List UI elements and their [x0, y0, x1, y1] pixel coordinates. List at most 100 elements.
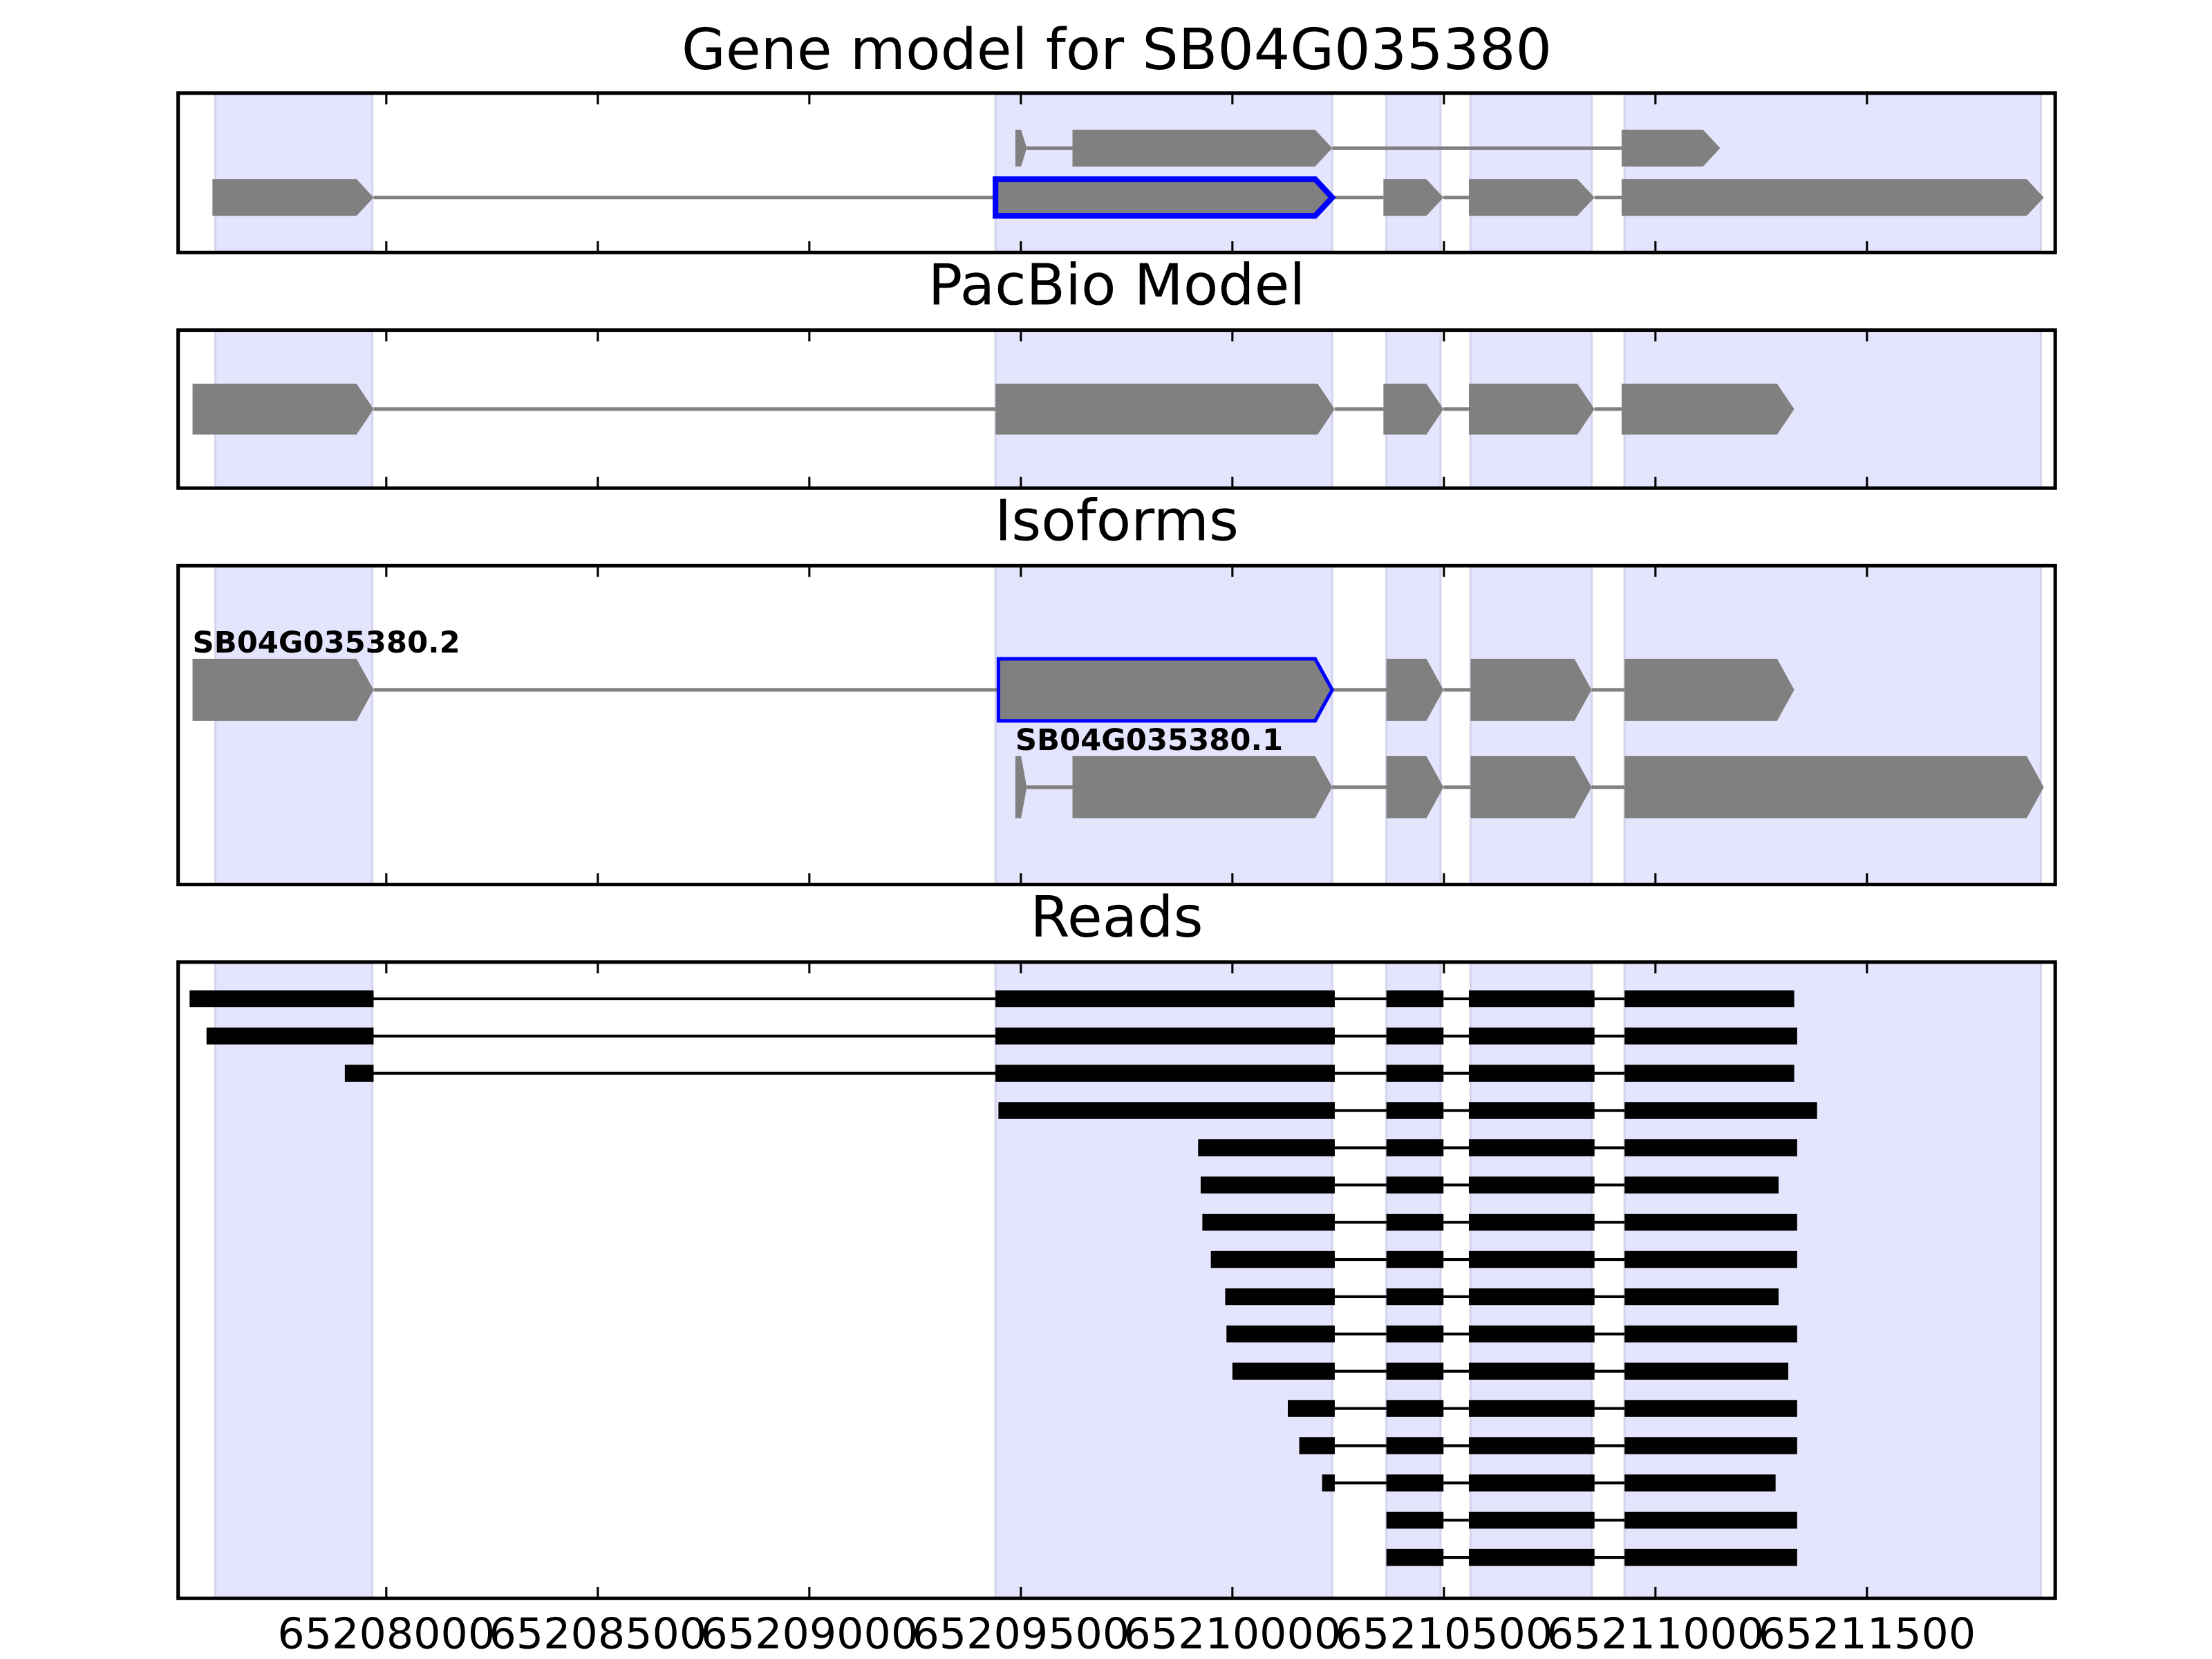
read-block [1468, 1548, 1595, 1566]
read-block [1468, 1474, 1595, 1492]
read-block [1386, 1400, 1444, 1417]
read-block [1386, 1511, 1444, 1529]
read-block [1226, 1325, 1335, 1343]
read-block [1624, 1511, 1797, 1529]
read-block [1198, 1139, 1335, 1156]
x-tick-label: 65210500 [1335, 1609, 1553, 1659]
read-block [1624, 1474, 1776, 1492]
shaded-region [1385, 92, 1442, 254]
panel-title: Isoforms [995, 489, 1239, 554]
shaded-region [1623, 92, 2042, 254]
isoform-label: SB04G035380.1 [1015, 723, 1283, 758]
read-block [1624, 1250, 1797, 1268]
read-block [1468, 1102, 1595, 1119]
x-tick-label: 65209500 [912, 1609, 1130, 1659]
shaded-region [994, 961, 1333, 1600]
panel-frame [176, 563, 2057, 887]
read-block [1386, 1250, 1444, 1268]
read-block [998, 1102, 1335, 1119]
exon [1383, 179, 1444, 216]
read-block [1468, 1250, 1595, 1268]
x-tick-label: 65211500 [1758, 1609, 1976, 1659]
read-block [1624, 1102, 1817, 1119]
exon [1624, 659, 1794, 721]
read-block [1468, 1139, 1595, 1156]
read-block [1386, 1362, 1444, 1380]
exon [1470, 756, 1592, 818]
read-block [1468, 1213, 1595, 1231]
shaded-region [1623, 961, 2042, 1600]
read-block [1386, 1548, 1444, 1566]
read-block [1386, 1102, 1444, 1119]
read-block [995, 1065, 1335, 1082]
exon [1468, 179, 1595, 216]
panel-frame [176, 91, 2057, 254]
panel-frame [176, 960, 2057, 1600]
read-block [1468, 1177, 1595, 1194]
shaded-region [1469, 961, 1593, 1600]
read-block [1468, 1065, 1595, 1082]
panel-title: Gene model for SB04G035380 [682, 17, 1552, 83]
shaded-region [214, 961, 374, 1600]
read-block [1468, 1511, 1595, 1529]
read-block [1386, 1065, 1444, 1082]
shaded-region [214, 92, 374, 254]
shaded-region [994, 92, 1333, 254]
shaded-region [994, 564, 1333, 886]
read-block [1299, 1437, 1335, 1454]
read-block [1468, 1027, 1595, 1045]
exon [212, 179, 374, 216]
exon [192, 384, 374, 435]
read-block [1624, 1437, 1797, 1454]
read-block [1386, 1139, 1444, 1156]
read-block [1468, 1400, 1595, 1417]
exon [1470, 659, 1592, 721]
read-block [1232, 1362, 1335, 1380]
read-block [1624, 1325, 1797, 1343]
read-block [1202, 1213, 1335, 1231]
x-tick-label: 65211000 [1546, 1609, 1764, 1659]
x-tick-label: 65209000 [700, 1609, 918, 1659]
read-block [1468, 1362, 1595, 1380]
read-block [1468, 990, 1595, 1008]
read-block [206, 1027, 374, 1045]
read-block [1386, 1213, 1444, 1231]
read-block [1386, 1027, 1444, 1045]
read-block [1210, 1250, 1335, 1268]
exon [192, 659, 374, 721]
read-block [1288, 1400, 1335, 1417]
panel: PacBio Model [176, 253, 2057, 490]
panel-frame [176, 328, 2057, 490]
read-block [1624, 1027, 1797, 1045]
read-block [1386, 1177, 1444, 1194]
x-tick-label: 65208000 [277, 1609, 495, 1659]
exon [1383, 384, 1444, 435]
read-block [1322, 1474, 1335, 1492]
read-block [1624, 1288, 1779, 1306]
read-block [1624, 1362, 1789, 1380]
read-block [995, 1027, 1335, 1045]
read-block [1624, 1139, 1797, 1156]
read-block [1386, 990, 1444, 1008]
exon [1386, 756, 1444, 818]
exon [1072, 756, 1333, 818]
shaded-region [1469, 92, 1593, 254]
shaded-region [1385, 961, 1442, 1600]
highlighted-exon [996, 657, 1335, 723]
read-block [1624, 990, 1794, 1008]
shaded-region [1469, 564, 1593, 886]
read-block [1386, 1474, 1444, 1492]
read-block [1624, 1400, 1797, 1417]
read-block [1624, 1177, 1779, 1194]
panel-title: Reads [1030, 885, 1203, 950]
panel-title: PacBio Model [928, 253, 1306, 319]
read-block [344, 1065, 374, 1082]
exon [1624, 756, 2044, 818]
exon [1015, 129, 1027, 167]
read-block [1468, 1288, 1595, 1306]
panel: Reads65208000652085006520900065209500652… [176, 885, 2057, 1659]
exon [1621, 179, 2044, 216]
panel: Gene model for SB04G035380 [176, 17, 2057, 254]
read-block [1468, 1437, 1595, 1454]
